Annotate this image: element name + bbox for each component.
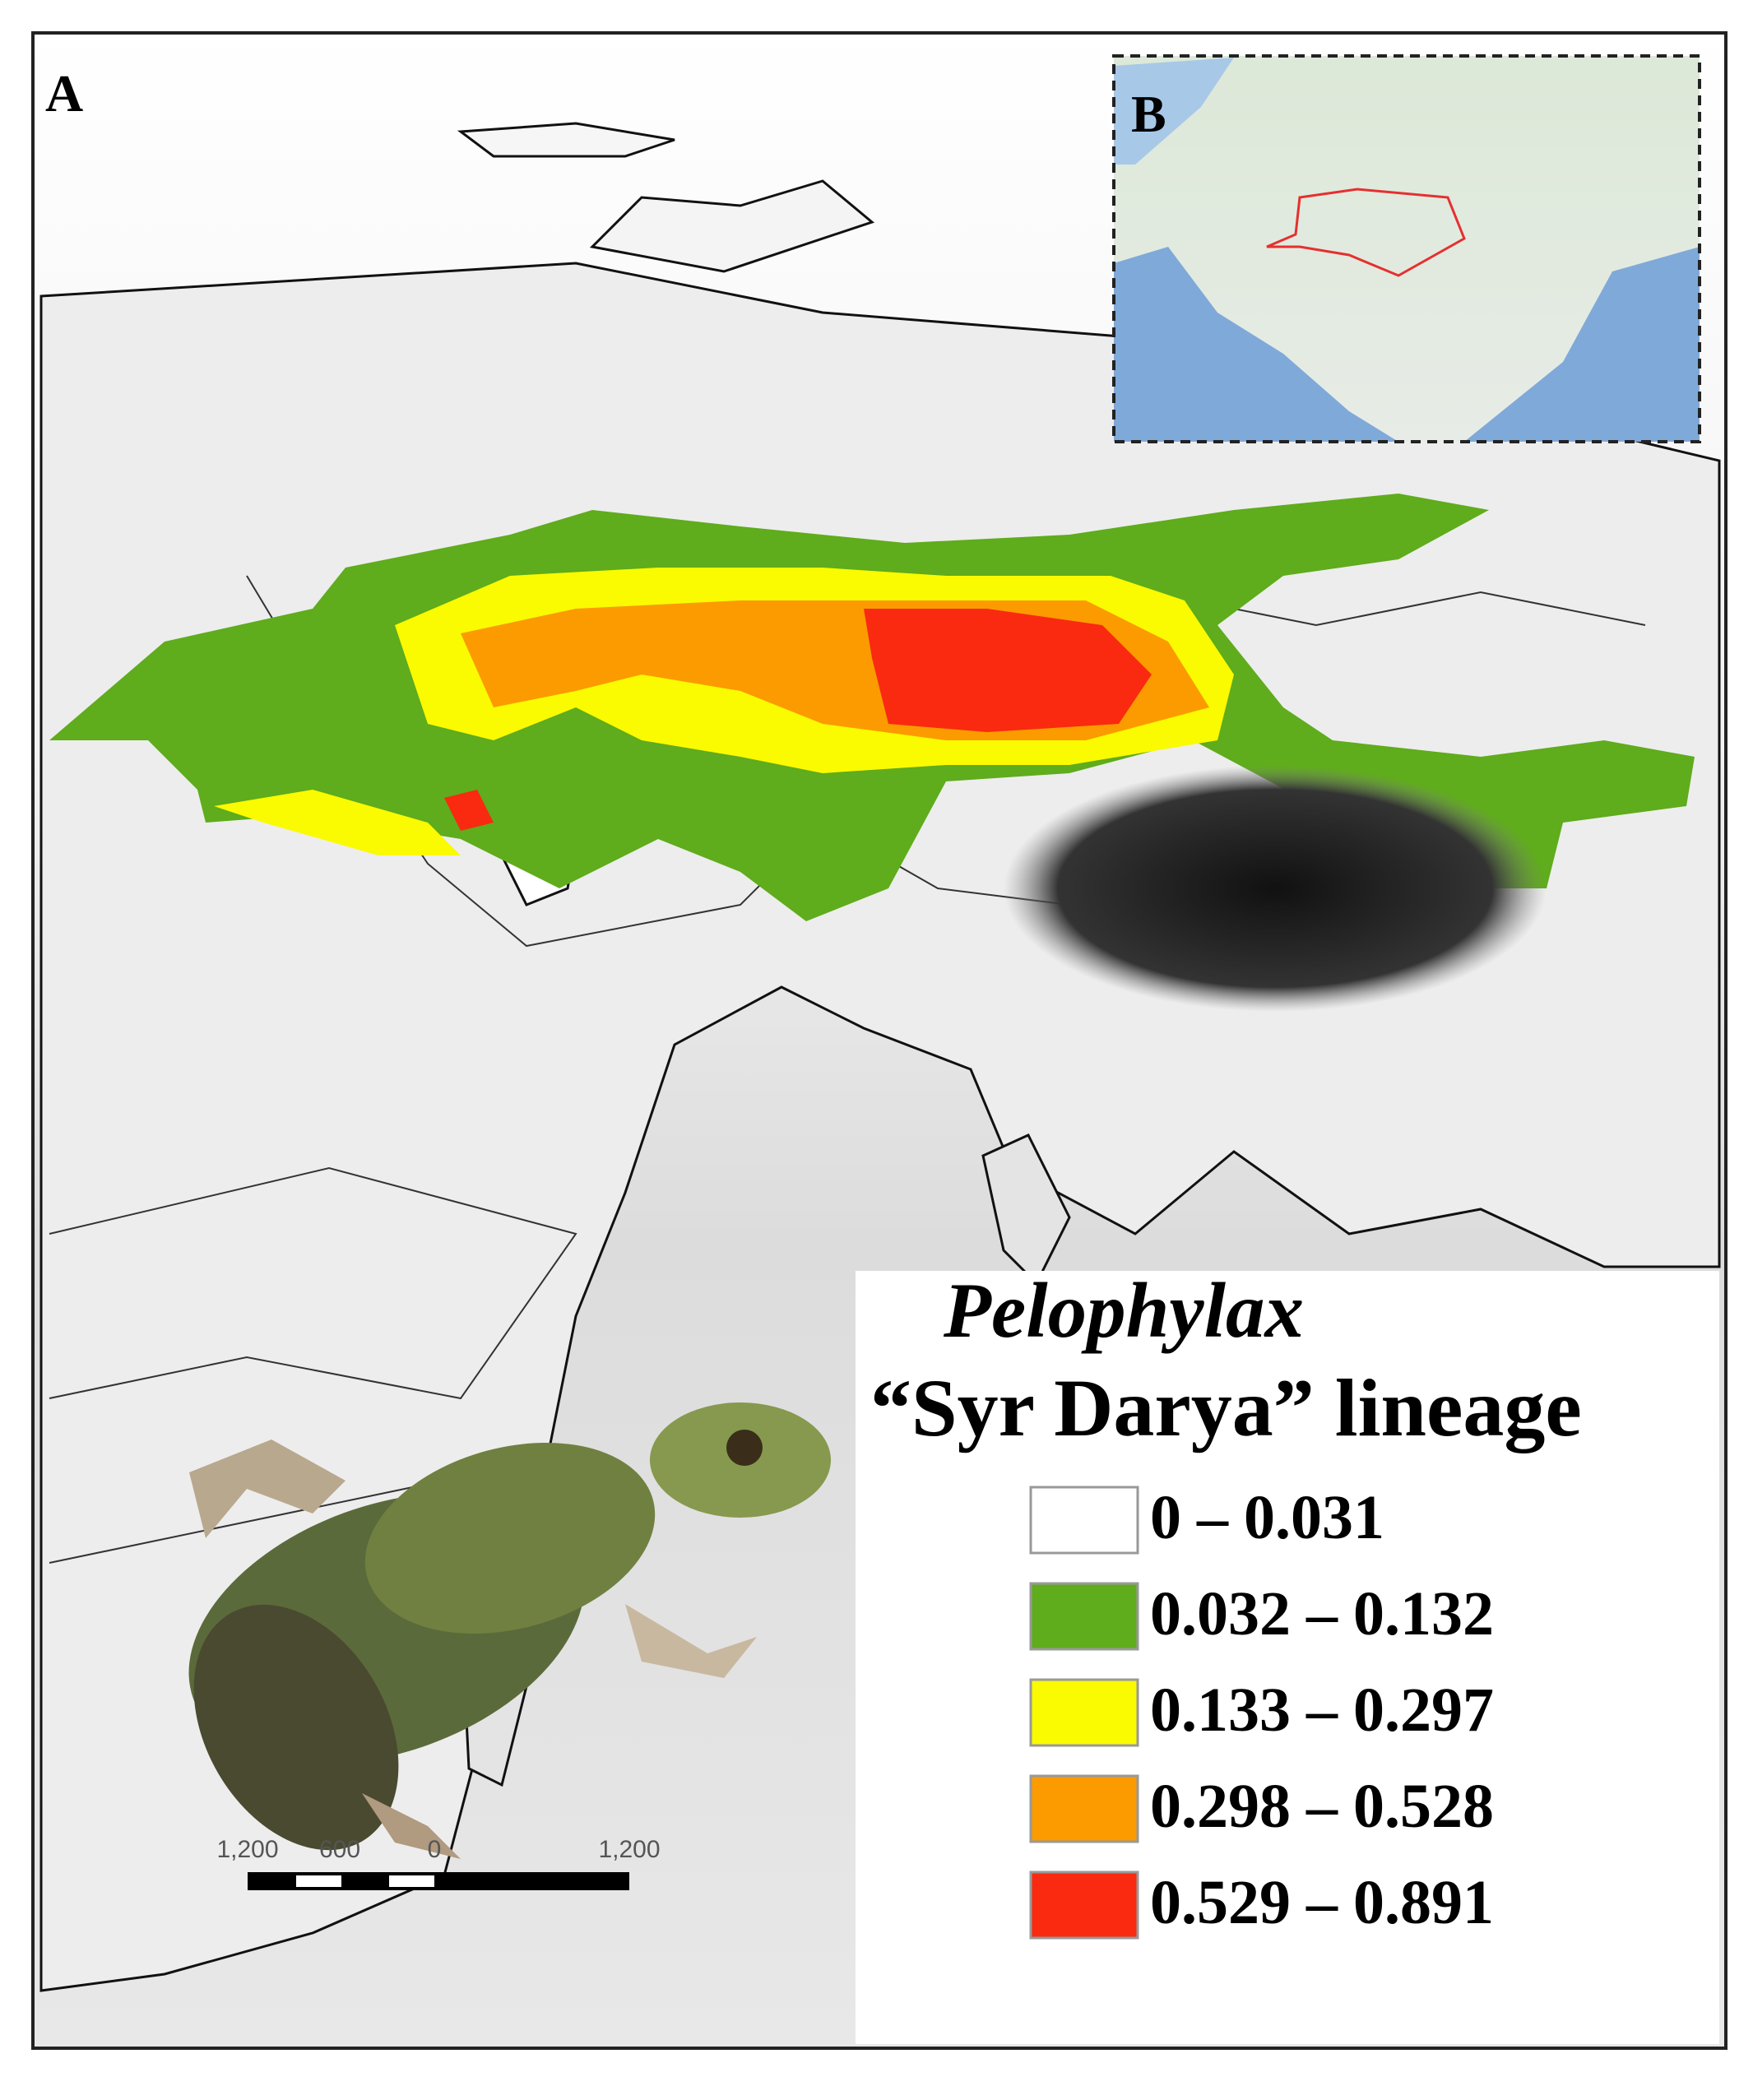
scale-bar: 1,200 600 0 1,200 <box>216 1836 661 1890</box>
legend-swatch <box>1029 1871 1139 1940</box>
legend-subtitle: “Syr Darya” lineage <box>870 1362 1582 1453</box>
legend-swatch <box>1029 1486 1139 1555</box>
scale-bar-label: 1,200 <box>598 1836 660 1863</box>
legend-swatch <box>1029 1774 1139 1843</box>
legend-label: 0.032 – 0.132 <box>1150 1579 1494 1648</box>
inset-sea <box>1114 247 1398 442</box>
legend-swatch <box>1029 1582 1139 1651</box>
inset-frame <box>1112 54 1701 443</box>
inset-map: B <box>1112 54 1701 443</box>
suitability-zone <box>864 609 1152 732</box>
panel-label: A <box>45 64 83 123</box>
inset-sea <box>1114 58 1234 165</box>
range-outline <box>1266 188 1466 277</box>
legend-label: 0.133 – 0.297 <box>1150 1676 1494 1745</box>
scale-bar-label: 0 <box>428 1836 442 1863</box>
legend-label: 0 – 0.031 <box>1150 1483 1384 1552</box>
panel-label: B <box>1131 85 1166 143</box>
suitability-zone <box>444 790 494 831</box>
legend-background <box>856 1271 1719 2044</box>
frog-photo <box>188 1402 831 1859</box>
inset-sea <box>1464 247 1700 442</box>
tibetan-plateau <box>1004 765 1547 1012</box>
scale-bar-segment <box>389 1875 434 1887</box>
scale-bar-segment <box>296 1875 341 1887</box>
legend-swatch <box>1029 1678 1139 1747</box>
scale-bar-label: 1,200 <box>216 1836 278 1863</box>
legend: 0 – 0.031 0.032 – 0.132 0.133 – 0.297 0.298… <box>1029 1483 1494 1940</box>
suitability-surface <box>49 494 1695 921</box>
legend-label: 0.529 – 0.891 <box>1150 1868 1494 1937</box>
scale-bar-label: 600 <box>319 1836 360 1863</box>
suitability-zone <box>214 790 461 855</box>
legend-label: 0.298 – 0.528 <box>1150 1772 1494 1841</box>
legend-title: Pelophylax <box>943 1267 1304 1354</box>
scale-bar-segment <box>248 1872 629 1890</box>
